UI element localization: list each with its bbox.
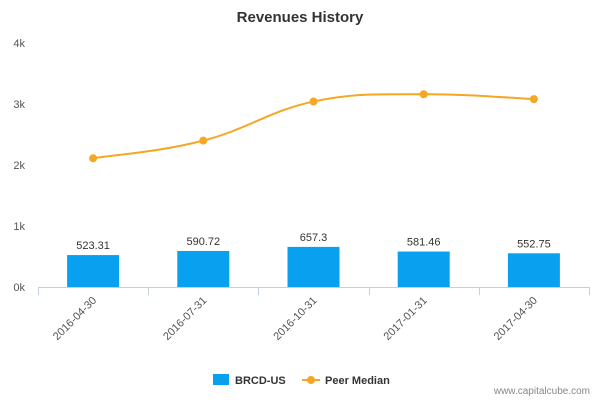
bar-data-label: 523.31: [76, 240, 110, 252]
line-point: [309, 97, 318, 106]
bar-data-label: 581.46: [407, 237, 441, 249]
x-tick-label: 2017-01-31: [382, 295, 430, 343]
line-point: [419, 90, 428, 99]
legend: BRCD-US Peer Median: [213, 374, 390, 387]
x-tick-label: 2016-04-30: [51, 295, 99, 343]
watermark: www.capitalcube.com: [493, 386, 590, 397]
line-point: [199, 136, 208, 145]
y-tick-label: 3k: [13, 99, 25, 111]
y-tick-label: 4k: [13, 38, 25, 50]
y-tick-label: 0k: [13, 282, 25, 294]
line-series: [89, 90, 538, 163]
x-tick-label: 2016-07-31: [161, 295, 209, 343]
bar-series: 523.31 590.72 657.3 581.46 552.75: [67, 232, 560, 287]
bar: [67, 255, 120, 287]
bar: [397, 251, 450, 287]
line-point: [89, 154, 98, 163]
chart-title: Revenues History: [237, 9, 364, 26]
x-tick-label: 2016-10-31: [271, 295, 319, 343]
line-point: [529, 95, 538, 104]
bar-data-label: 657.3: [300, 232, 328, 244]
legend-label-brcd: BRCD-US: [235, 375, 286, 387]
y-tick-label: 2k: [13, 160, 25, 172]
x-axis: 2016-04-30 2016-07-31 2016-10-31 2017-01-31…: [38, 287, 590, 343]
legend-swatch-brcd: [213, 374, 229, 385]
x-tick-label: 2017-04-30: [492, 295, 540, 343]
legend-label-peer: Peer Median: [325, 375, 390, 387]
y-tick-label: 1k: [13, 221, 25, 233]
bar: [507, 253, 560, 287]
y-axis: 0k 1k 2k 3k 4k: [13, 38, 25, 294]
bar: [177, 250, 230, 287]
legend-swatch-peer-marker: [307, 376, 315, 384]
bar-data-label: 590.72: [186, 236, 220, 248]
bar: [287, 246, 340, 287]
bar-data-label: 552.75: [517, 238, 551, 250]
